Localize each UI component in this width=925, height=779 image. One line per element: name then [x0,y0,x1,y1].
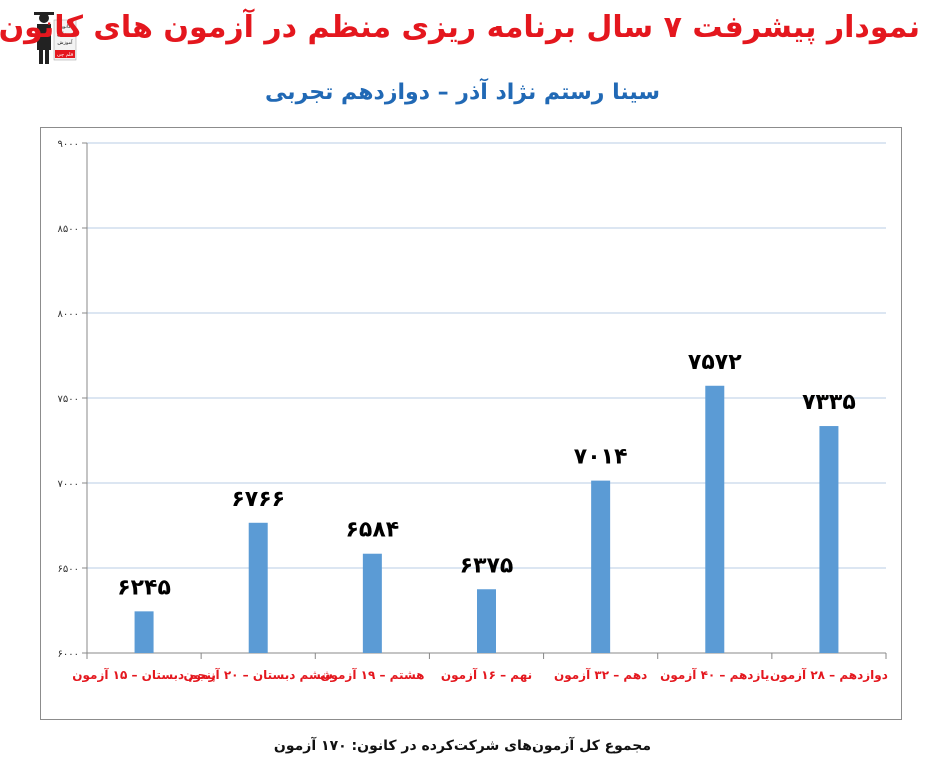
data-label: ۶۲۴۵ [117,575,171,600]
y-tick-label: ۹۰۰۰ [58,139,79,150]
category-label: نهم – ۱۶ آزمون [441,667,532,683]
logo-text-2: فرهنگی [57,31,74,38]
logo-text-1: کانون [59,24,71,30]
data-label: ۷۵۷۲ [688,350,742,375]
category-label: یازدهم – ۴۰ آزمون [660,667,769,683]
category-label: پنجم دبستان – ۱۵ آزمون [72,667,216,683]
category-label: دهم – ۳۲ آزمون [554,667,647,683]
y-tick-label: ۷۵۰۰ [58,394,79,405]
category-label: دوازدهم – ۲۸ آزمون [770,667,888,683]
kanoon-logo: کانون فرهنگی آموزش قلم چی [32,8,78,68]
bar [362,553,382,653]
y-tick-label: ۶۵۰۰ [58,564,79,575]
bar [477,589,496,653]
bar [705,385,725,653]
data-label: ۷۰۱۴ [574,445,628,470]
y-tick-label: ۸۰۰۰ [58,309,79,320]
y-tick-label: ۸۵۰۰ [58,224,79,235]
y-tick-label: ۶۰۰۰ [58,649,79,660]
footer-note: مجموع کل آزمون‌های شرکت‌کرده در کانون: ۱… [273,738,652,754]
data-label: ۶۷۶۶ [231,487,285,512]
bar [591,480,611,653]
bar [248,522,268,653]
logo-text-3: آموزش [57,39,73,46]
y-tick-label: ۷۰۰۰ [58,479,79,490]
data-label: ۶۵۸۴ [345,518,399,543]
bar [134,611,154,653]
chart-title: نمودار پیشرفت ۷ سال برنامه ریزی منظم در … [0,10,920,45]
data-label: ۷۳۳۵ [802,390,856,415]
chart-subtitle: سینا رستم نژاد آذر – دوازدهم تجربی [265,80,660,105]
bar [819,426,839,653]
logo-text-4: قلم چی [57,52,74,58]
category-label: ششم دبستان – ۲۰ آزمون [183,667,333,683]
data-label: ۶۳۷۵ [460,553,514,578]
plot-frame [40,127,902,720]
category-label: هشتم – ۱۹ آزمون [320,667,424,683]
